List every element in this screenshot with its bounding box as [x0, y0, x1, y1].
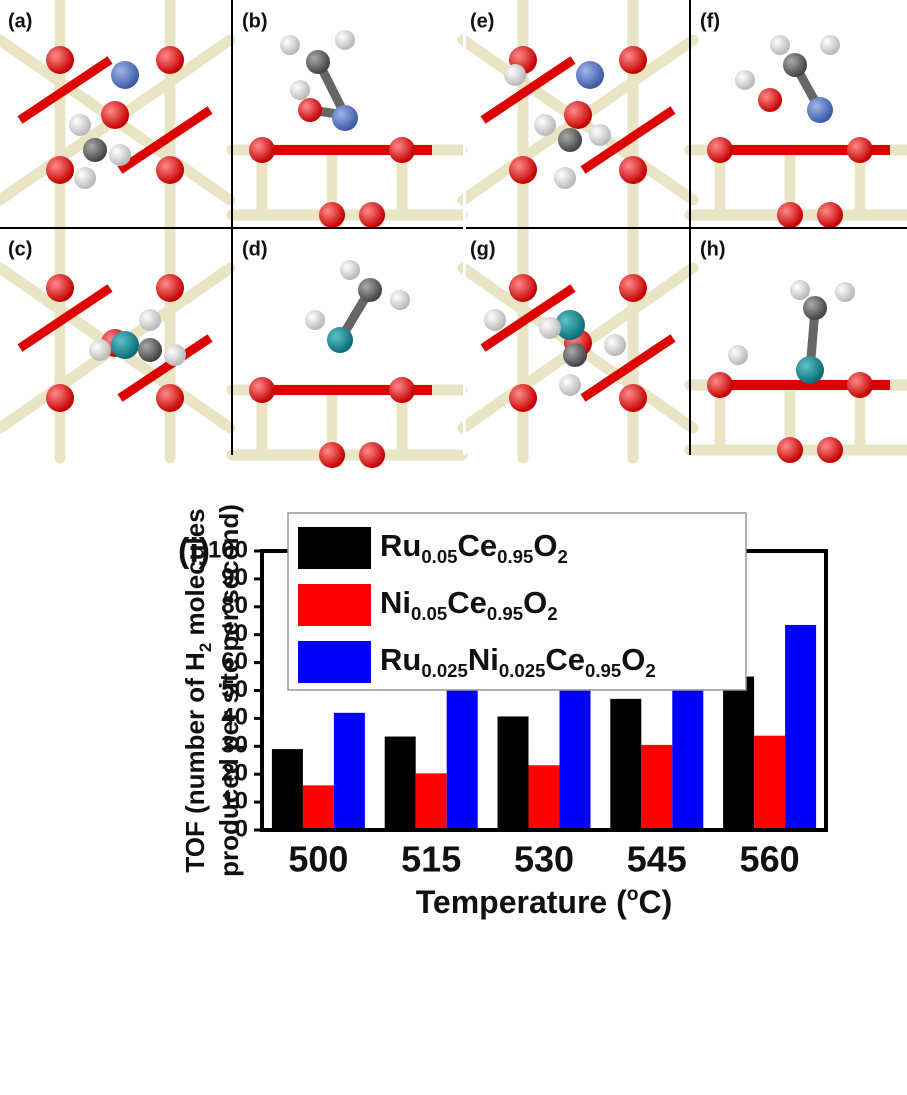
x-tick-label: 500 [288, 839, 348, 880]
y-tick-label: 40 [221, 704, 248, 731]
bar [559, 670, 591, 830]
bar [415, 773, 447, 830]
bar [302, 785, 334, 830]
bar [271, 749, 303, 830]
panel-label: (c) [8, 238, 32, 260]
structure-images [0, 0, 907, 468]
bar [384, 736, 416, 830]
bar [641, 744, 673, 830]
x-tick-label: 515 [401, 839, 461, 880]
y-tick-label: 10 [221, 787, 248, 814]
legend-swatch [298, 527, 371, 569]
panel-label: (i) [178, 532, 210, 570]
y-tick-label: 50 [221, 676, 248, 703]
y-tick-label: 60 [221, 648, 248, 675]
panel-label: (f) [700, 10, 720, 32]
y-axis-title: TOF (number of H2 molecules [180, 508, 215, 872]
y-tick-label: 70 [221, 620, 248, 647]
bar [497, 716, 529, 830]
bar [723, 676, 755, 830]
y-tick-label: 30 [221, 732, 248, 759]
panel-label: (g) [470, 238, 496, 260]
y-axis-title: produced per site per second) [214, 504, 244, 877]
x-tick-label: 530 [514, 839, 574, 880]
y-tick-label: 80 [221, 592, 248, 619]
y-tick-label: 0 [235, 815, 248, 842]
legend-label: Ni0.05Ce0.95O2 [380, 585, 558, 624]
panel-label: (d) [242, 238, 268, 260]
y-tick-label: 100 [208, 536, 248, 563]
legend-label: Ru0.05Ce0.95O2 [380, 528, 568, 567]
bar [785, 624, 817, 830]
legend-swatch [298, 641, 371, 683]
panel-label: (h) [700, 238, 726, 260]
panel-label: (a) [8, 10, 32, 32]
legend-label: Ru0.025Ni0.025Ce0.95O2 [380, 642, 656, 681]
x-axis-title: Temperature (oC) [416, 884, 673, 921]
panel-label: (b) [242, 10, 268, 32]
panel-label: (e) [470, 10, 494, 32]
legend-swatch [298, 584, 371, 626]
x-tick-label: 545 [627, 839, 687, 880]
bar [528, 765, 560, 830]
bar [754, 735, 786, 830]
y-tick-label: 20 [221, 760, 248, 787]
bar [610, 698, 642, 830]
bar [333, 712, 365, 830]
bar [446, 686, 478, 830]
y-tick-label: 90 [221, 564, 248, 591]
x-tick-label: 560 [740, 839, 800, 880]
